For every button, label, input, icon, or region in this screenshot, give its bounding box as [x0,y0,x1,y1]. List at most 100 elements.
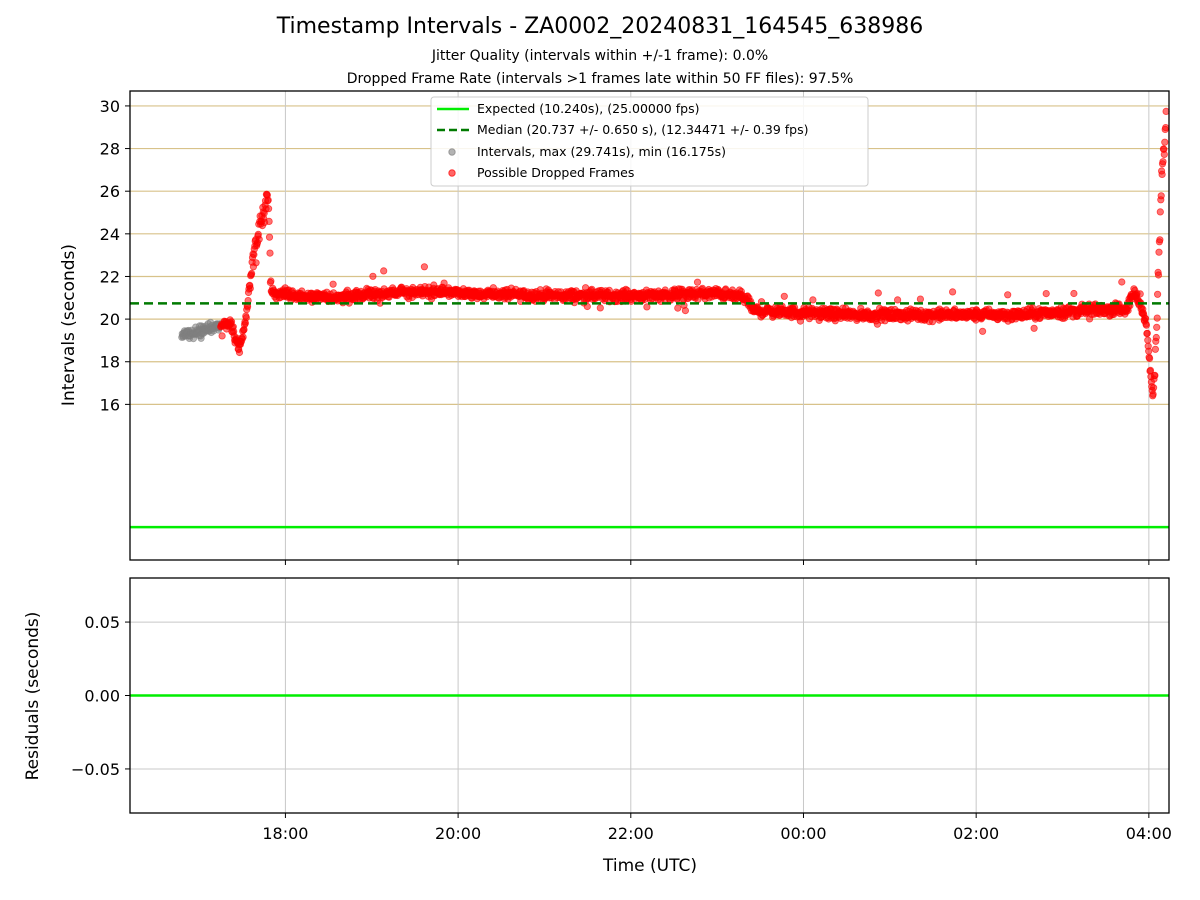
dropped-frame-point [978,327,987,335]
dropped-frame-point [1154,271,1163,279]
dropped-frame-point [1030,324,1038,332]
dropped-frame-point [674,304,682,312]
x-tick-label: 02:00 [953,824,999,843]
dropped-frame-point [780,292,788,300]
top-y-tick-label: 28 [100,140,120,159]
dropped-frame-point [1146,354,1154,362]
top-y-tick-label: 24 [100,225,120,244]
top-y-tick-label: 16 [100,395,120,414]
dropped-frame-point [1144,336,1152,344]
legend-swatch-dropped [448,169,456,177]
dropped-frame-point [1153,323,1161,331]
dropped-frame-point [1145,347,1153,355]
dropped-frame-point [267,277,275,285]
dropped-frame-point [874,289,882,297]
x-tick-label: 04:00 [1126,824,1172,843]
dropped-frame-point [265,233,274,241]
top-panel-y-ticks: 16 18 20 22 24 26 28 30 [100,97,130,414]
x-axis-label: Time (UTC) [602,856,697,876]
dropped-frame-point [1070,289,1078,298]
dropped-frame-point [264,205,273,213]
dropped-frame-point [1150,384,1158,392]
x-tick-label: 18:00 [262,824,308,843]
dropped-frame-point [246,284,254,292]
legend-box [430,96,869,187]
dropped-frame-point [244,303,252,311]
dropped-frame-point [264,196,272,204]
dropped-frame-point [681,306,690,315]
top-y-tick-label: 26 [100,182,120,201]
dropped-frame-point [1149,390,1157,398]
dropped-frame-point [266,249,274,257]
dropped-frame-point [380,267,388,275]
dropped-frame-point [1153,314,1161,322]
dropped-frame-point [218,332,226,340]
top-y-axis-label: Intervals (seconds) [59,244,79,406]
dropped-frame-point [1157,192,1165,200]
dropped-frame-point [1158,170,1166,178]
dropped-frame-point [1159,158,1167,166]
top-panel-x-ticks [284,560,1150,565]
dropped-frame-point [329,280,337,288]
dropped-frame-point [643,303,651,311]
dropped-frame-point [1151,371,1159,379]
dropped-frame-point [265,217,273,225]
dropped-frame-point [1143,329,1151,337]
dropped-frame-point [1004,291,1012,299]
dropped-frame-point [369,272,377,280]
legend-item-dropped: Possible Dropped Frames [477,165,634,180]
top-panel-frame [129,90,1170,561]
chart-subtitle-jitter: Jitter Quality (intervals within +/-1 fr… [431,48,769,64]
bottom-y-tick-label: −0.05 [71,760,120,779]
dropped-frame-point [693,278,702,286]
dropped-frame-point [1156,208,1164,216]
bottom-panel-x-ticks: 18:00 20:00 22:00 00:00 02:00 04:00 [262,813,1172,843]
dropped-frame-point [1160,150,1168,158]
dropped-frame-point [1155,248,1163,256]
chart-legend: Expected (10.240s), (25.00000 fps) Media… [430,96,869,187]
dropped-frame-point [1152,333,1160,342]
top-y-tick-label: 18 [100,353,120,372]
dropped-frame-point [1162,124,1170,132]
dropped-frame-point [1136,290,1144,298]
dropped-frame-point [255,235,263,243]
chart-subtitle-dropped: Dropped Frame Rate (intervals >1 frames … [346,71,854,87]
dropped-frame-point [809,296,817,304]
dropped-frame-point [596,304,604,312]
dropped-frame-point [239,333,247,341]
dropped-frame-point [1151,345,1160,353]
dropped-frame-point [1154,290,1162,298]
chart-title: Timestamp Intervals - ZA0002_20240831_16… [276,14,924,39]
dropped-frame-point [1161,138,1169,146]
x-tick-label: 00:00 [780,824,826,843]
x-tick-label: 22:00 [608,824,654,843]
legend-item-median: Median (20.737 +/- 0.650 s), (12.34471 +… [477,122,808,137]
dropped-frame-point [583,302,591,311]
dropped-frame-point [242,314,250,322]
dropped-frame-point [235,348,244,357]
legend-swatch-intervals [448,148,456,156]
top-y-tick-label: 22 [100,267,120,286]
top-panel-reference-lines [130,302,1169,529]
bottom-y-tick-label: 0.05 [84,613,120,632]
top-y-tick-label: 20 [100,310,120,329]
x-tick-label: 20:00 [435,824,481,843]
dropped-frame-point [252,259,260,267]
legend-item-expected: Expected (10.240s), (25.00000 fps) [477,101,699,116]
dropped-frame-point [1042,289,1050,298]
dropped-frame-point [420,263,428,271]
dropped-frame-point [1156,236,1164,244]
bottom-panel-y-ticks: 0.05 0.00 −0.05 [71,613,130,779]
bottom-y-tick-label: 0.00 [84,687,120,706]
dropped-frame-point [1162,107,1170,116]
dropped-frame-point [1118,278,1126,286]
dropped-frame-point [248,269,256,278]
dropped-frame-point [440,279,448,287]
dropped-frame-point [948,288,957,296]
bottom-y-axis-label: Residuals (seconds) [23,612,43,781]
dropped-frame-point [1142,321,1151,329]
dropped-frame-point [916,295,925,303]
dropped-frame-point [893,296,902,304]
legend-item-intervals: Intervals, max (29.741s), min (16.175s) [477,144,726,159]
